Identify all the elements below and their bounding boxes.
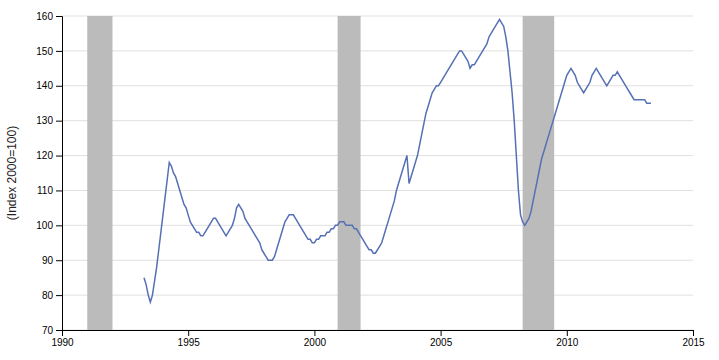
y-tick: 90 [42,255,62,266]
y-tick-mark [56,121,62,122]
line [144,19,651,302]
grid-line [62,120,693,121]
x-tick: 2000 [304,330,327,348]
y-tick: 160 [36,11,62,22]
y-tick-mark [56,225,62,226]
grid-line [62,16,693,17]
x-tick-label: 1990 [51,337,74,348]
y-tick-mark [56,16,62,17]
x-tick-label: 1995 [178,337,201,348]
x-axis-line [63,331,694,337]
grid-line [62,50,693,51]
recession-band [338,16,361,330]
y-tick-label: 90 [42,255,54,266]
y-tick-label: 140 [36,80,53,91]
grid-line [62,260,693,261]
grid-line [62,85,693,86]
y-tick-mark [56,295,62,296]
y-tick: 110 [37,185,62,196]
chart: 1990 1995 2000 2005 2010 2015 70 80 90 100 110 120 1… [0,0,719,360]
x-tick-label: 2010 [556,337,579,348]
recession-band [87,16,112,330]
grid-line [62,190,693,191]
x-tick: 1995 [178,330,201,348]
plot-area: 1990 1995 2000 2005 2010 2015 70 80 90 100 110 120 1… [5,11,705,348]
grid [62,16,693,330]
x-tick-label: 2000 [304,337,327,348]
grid-line [62,295,693,296]
x-tick-mark [188,330,189,336]
y-tick-label: 110 [37,185,53,196]
grid-line [62,155,693,156]
x-tick: 2005 [430,330,453,348]
y-tick: 140 [36,80,62,91]
bands [87,16,554,330]
y-tick-mark [56,51,62,52]
grid-line [62,225,693,226]
x-tick: 2015 [682,330,705,348]
y-tick: 150 [36,46,62,57]
x-tick-mark [441,330,442,336]
y-tick-label: 80 [42,290,54,301]
x-tick-label: 2015 [682,337,705,348]
y-tick-label: 70 [42,325,54,336]
y-tick: 130 [36,115,62,126]
y-tick-mark [56,330,62,331]
y-tick-label: 100 [36,220,53,231]
y-tick: 70 [42,325,62,336]
y-axis-title: (Index 2000=100) [5,126,19,220]
y-tick: 80 [42,290,62,301]
x-tick: 1990 [51,330,74,348]
x-tick-mark [567,330,568,336]
y-tick-label: 150 [36,46,53,57]
x-tick-mark [693,330,694,336]
x-tick-mark [314,330,315,336]
y-tick-mark [56,86,62,87]
y-tick-label: 120 [36,150,53,161]
y-tick: 100 [36,220,62,231]
y-axis-line [56,17,63,331]
y-tick-mark [56,190,62,191]
y-tick-mark [56,156,62,157]
marks [87,16,651,330]
y-tick: 120 [36,150,62,161]
y-axis: 70 80 90 100 110 120 130 140 150 160 [36,11,62,336]
x-tick-label: 2005 [430,337,453,348]
y-tick-mark [56,260,62,261]
y-tick-label: 160 [36,11,53,22]
x-axis: 1990 1995 2000 2005 2010 2015 [51,330,705,348]
y-tick-label: 130 [36,115,53,126]
x-tick: 2010 [556,330,579,348]
